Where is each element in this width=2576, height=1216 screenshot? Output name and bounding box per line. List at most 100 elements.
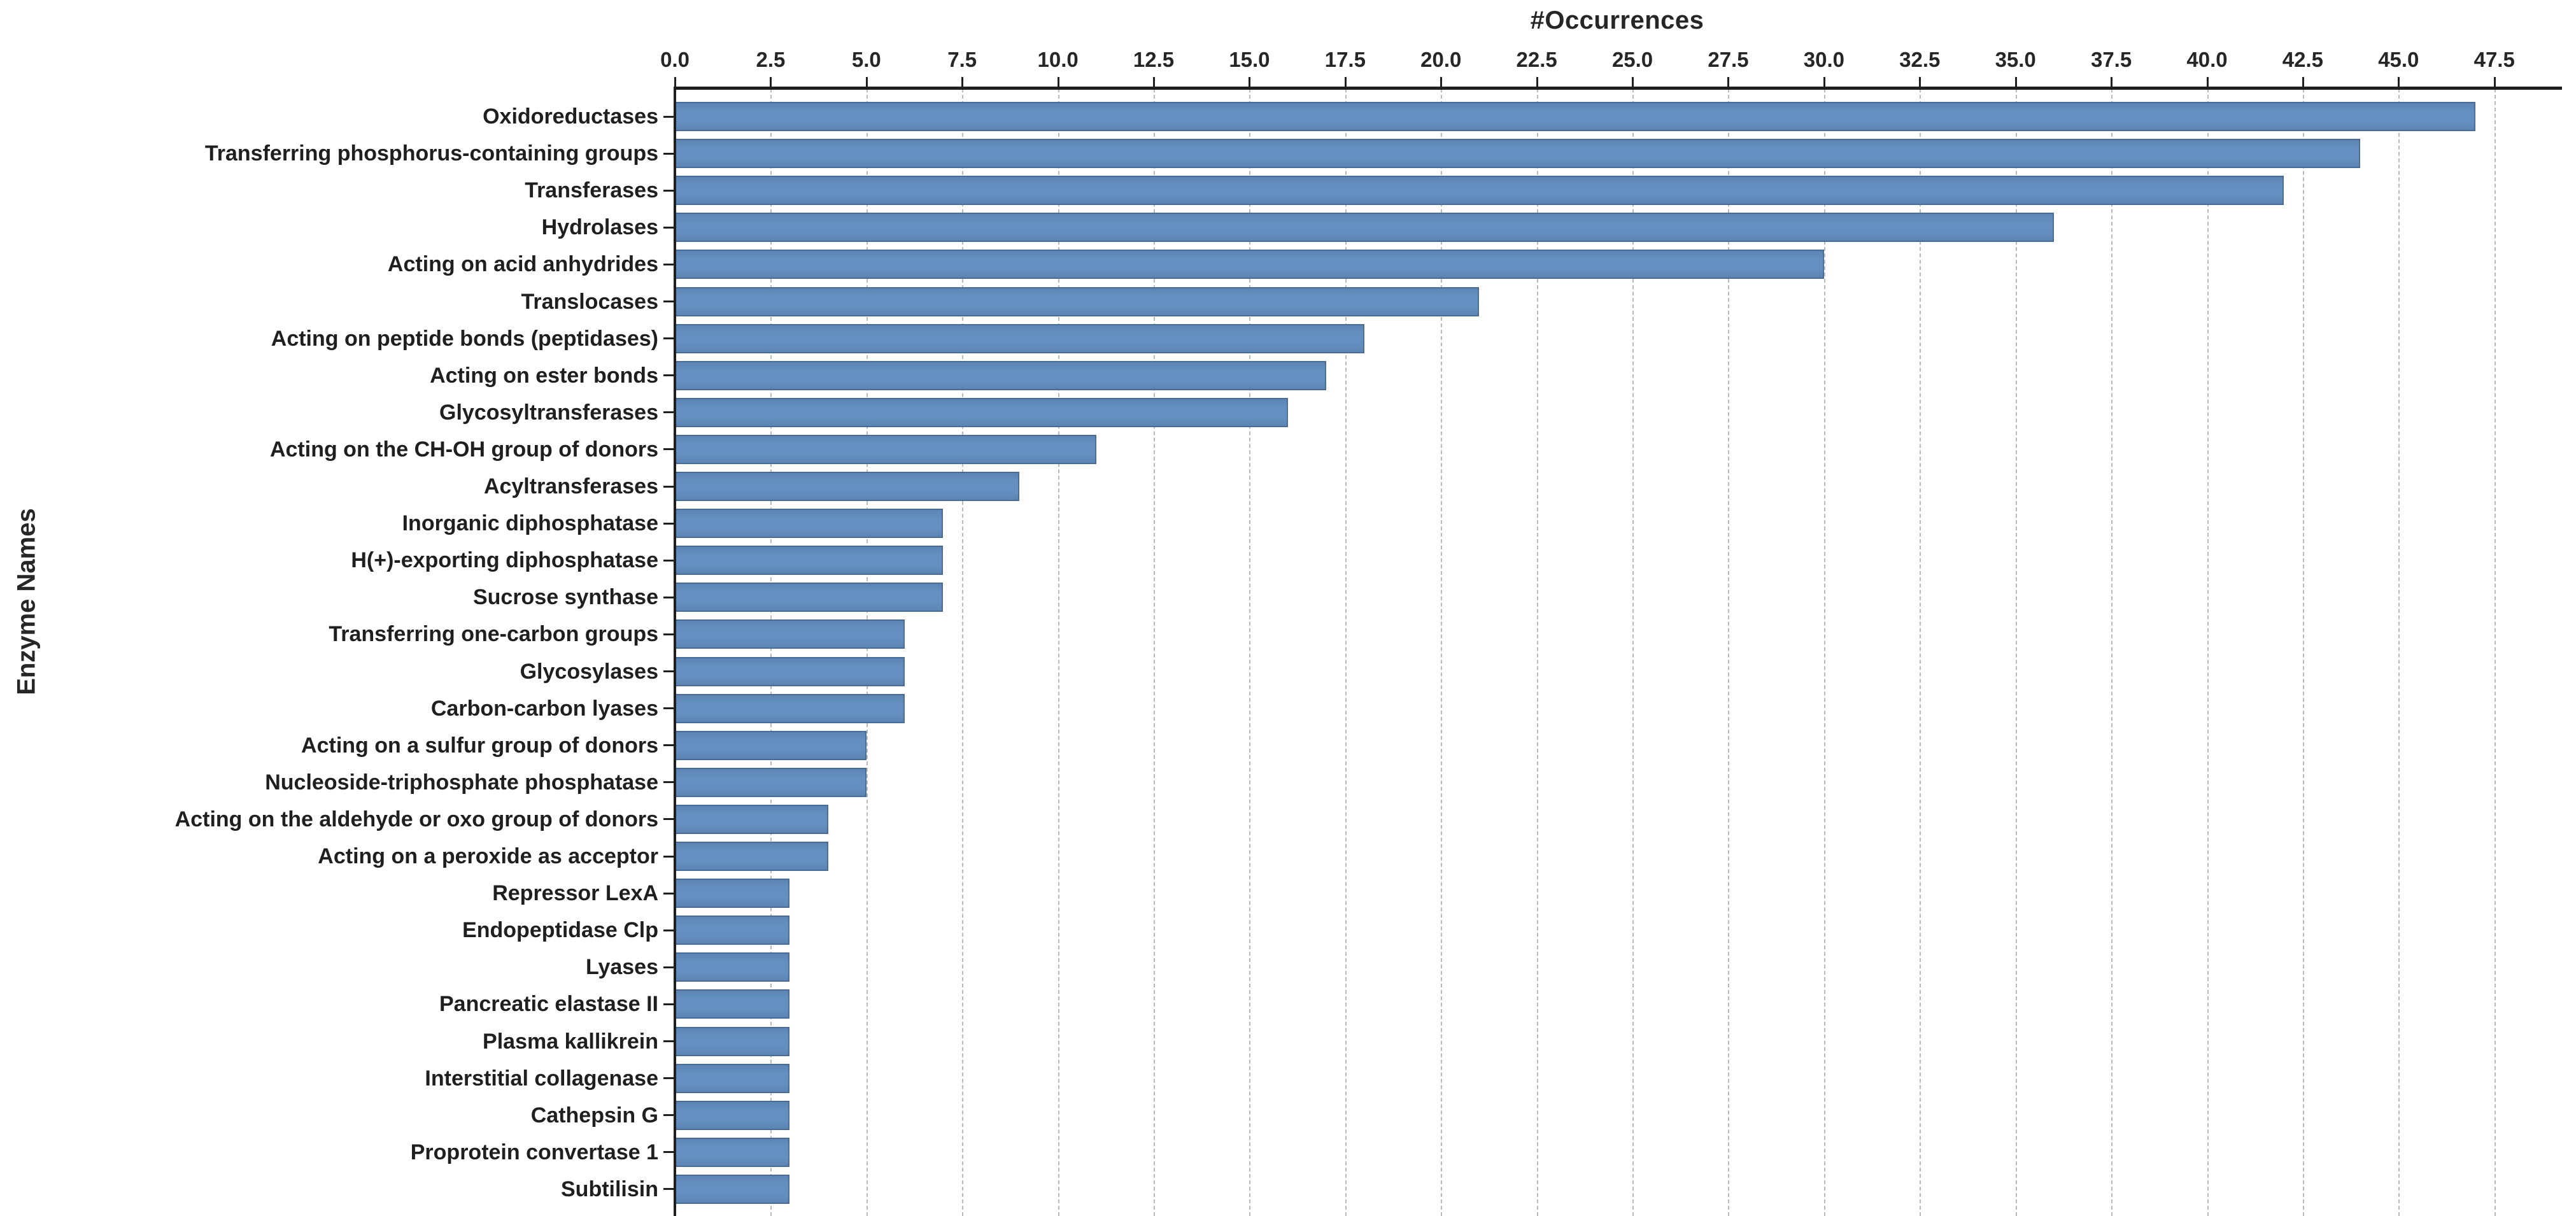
y-tick-label: Plasma kallikrein: [483, 1029, 658, 1054]
gridline: [1441, 88, 1443, 1216]
y-tick-label: Transferring phosphorus-containing group…: [204, 141, 658, 166]
y-tick: [663, 300, 675, 302]
y-tick-label: Glycosylases: [520, 659, 658, 684]
y-tick: [663, 707, 675, 710]
gridline: [2207, 88, 2209, 1216]
y-tick: [663, 929, 675, 931]
y-tick: [663, 596, 675, 598]
bar: [675, 767, 867, 797]
x-tick-label: 27.5: [1708, 48, 1749, 71]
x-axis-line: [674, 87, 2562, 90]
y-tick-label: Subtilisin: [561, 1177, 658, 1201]
bar: [675, 286, 1480, 316]
gridline: [1345, 88, 1347, 1216]
x-tick-label: 22.5: [1516, 48, 1557, 71]
x-tick: [2014, 77, 2017, 87]
bar: [675, 250, 1824, 279]
y-tick: [663, 781, 675, 784]
bar: [675, 989, 790, 1019]
y-tick-label: Cathepsin G: [530, 1103, 658, 1128]
y-tick: [663, 522, 675, 525]
y-tick-label: Acting on ester bonds: [430, 363, 658, 388]
bar: [675, 656, 905, 686]
y-tick: [663, 855, 675, 858]
y-tick: [663, 1040, 675, 1042]
y-tick-label: H(+)-exporting diphosphatase: [351, 548, 658, 573]
y-tick: [663, 374, 675, 377]
bar: [675, 1063, 790, 1093]
x-tick: [1440, 77, 1443, 87]
gridline: [2015, 88, 2017, 1216]
y-tick-label: Acting on the aldehyde or oxo group of d…: [174, 807, 658, 831]
x-tick-label: 25.0: [1611, 48, 1653, 71]
x-tick-label: 12.5: [1133, 48, 1175, 71]
x-tick-label: 17.5: [1324, 48, 1366, 71]
x-tick: [2398, 77, 2400, 87]
gridline: [2398, 88, 2400, 1216]
y-axis-line: [674, 87, 676, 1216]
y-tick: [663, 115, 675, 118]
y-tick-label: Acting on the CH-OH group of donors: [269, 437, 658, 462]
bar: [675, 546, 944, 576]
y-tick-label: Acyltransferases: [483, 474, 658, 498]
y-tick: [663, 1077, 675, 1080]
y-tick-label: Nucleoside-triphosphate phosphatase: [265, 770, 658, 795]
bar: [675, 323, 1364, 353]
x-tick: [2493, 77, 2496, 87]
gridline: [1249, 88, 1251, 1216]
x-tick-label: 30.0: [1803, 48, 1844, 71]
y-tick-label: Pancreatic elastase II: [439, 992, 658, 1017]
bar: [675, 693, 905, 723]
y-tick: [663, 892, 675, 894]
gridline: [1536, 88, 1538, 1216]
y-tick: [663, 1003, 675, 1005]
y-tick-label: Oxidoreductases: [483, 104, 658, 129]
y-tick-label: Glycosyltransferases: [439, 400, 658, 425]
x-tick: [1919, 77, 1921, 87]
bar: [675, 879, 790, 908]
x-tick: [770, 77, 772, 87]
gridline: [1823, 88, 1825, 1216]
x-tick: [1249, 77, 1251, 87]
bar: [675, 360, 1326, 390]
y-tick: [663, 1114, 675, 1117]
bar: [675, 509, 944, 539]
gridline: [2494, 88, 2496, 1216]
bar: [675, 139, 2361, 169]
y-tick: [663, 337, 675, 340]
bar: [675, 804, 828, 834]
x-tick: [865, 77, 868, 87]
x-tick-label: 35.0: [1995, 48, 2036, 71]
x-tick: [1153, 77, 1156, 87]
bar: [675, 102, 2475, 131]
x-tick-label: 40.0: [2186, 48, 2228, 71]
y-tick: [663, 559, 675, 562]
bar: [675, 1137, 790, 1167]
x-tick: [1823, 77, 1825, 87]
x-tick-label: 47.5: [2473, 48, 2515, 71]
x-tick-label: 7.5: [947, 48, 977, 71]
x-tick-label: 5.0: [851, 48, 881, 71]
y-tick: [663, 1151, 675, 1154]
y-tick: [663, 1188, 675, 1191]
gridline: [866, 88, 868, 1216]
gridline: [2111, 88, 2113, 1216]
x-tick: [1344, 77, 1347, 87]
x-tick: [1536, 77, 1538, 87]
y-tick-label: Transferases: [525, 178, 658, 203]
y-tick: [663, 670, 675, 672]
x-tick-label: 42.5: [2282, 48, 2324, 71]
y-tick-label: Acting on a sulfur group of donors: [301, 733, 658, 758]
y-tick: [663, 189, 675, 192]
bar: [675, 397, 1288, 427]
y-tick: [663, 966, 675, 968]
bar: [675, 434, 1096, 464]
x-tick: [2111, 77, 2113, 87]
bar: [675, 952, 790, 982]
y-tick-label: Hydrolases: [541, 215, 658, 240]
x-tick-label: 20.0: [1420, 48, 1462, 71]
y-tick: [663, 226, 675, 229]
bar: [675, 213, 2054, 243]
y-tick-label: Transferring one-carbon groups: [329, 622, 658, 647]
